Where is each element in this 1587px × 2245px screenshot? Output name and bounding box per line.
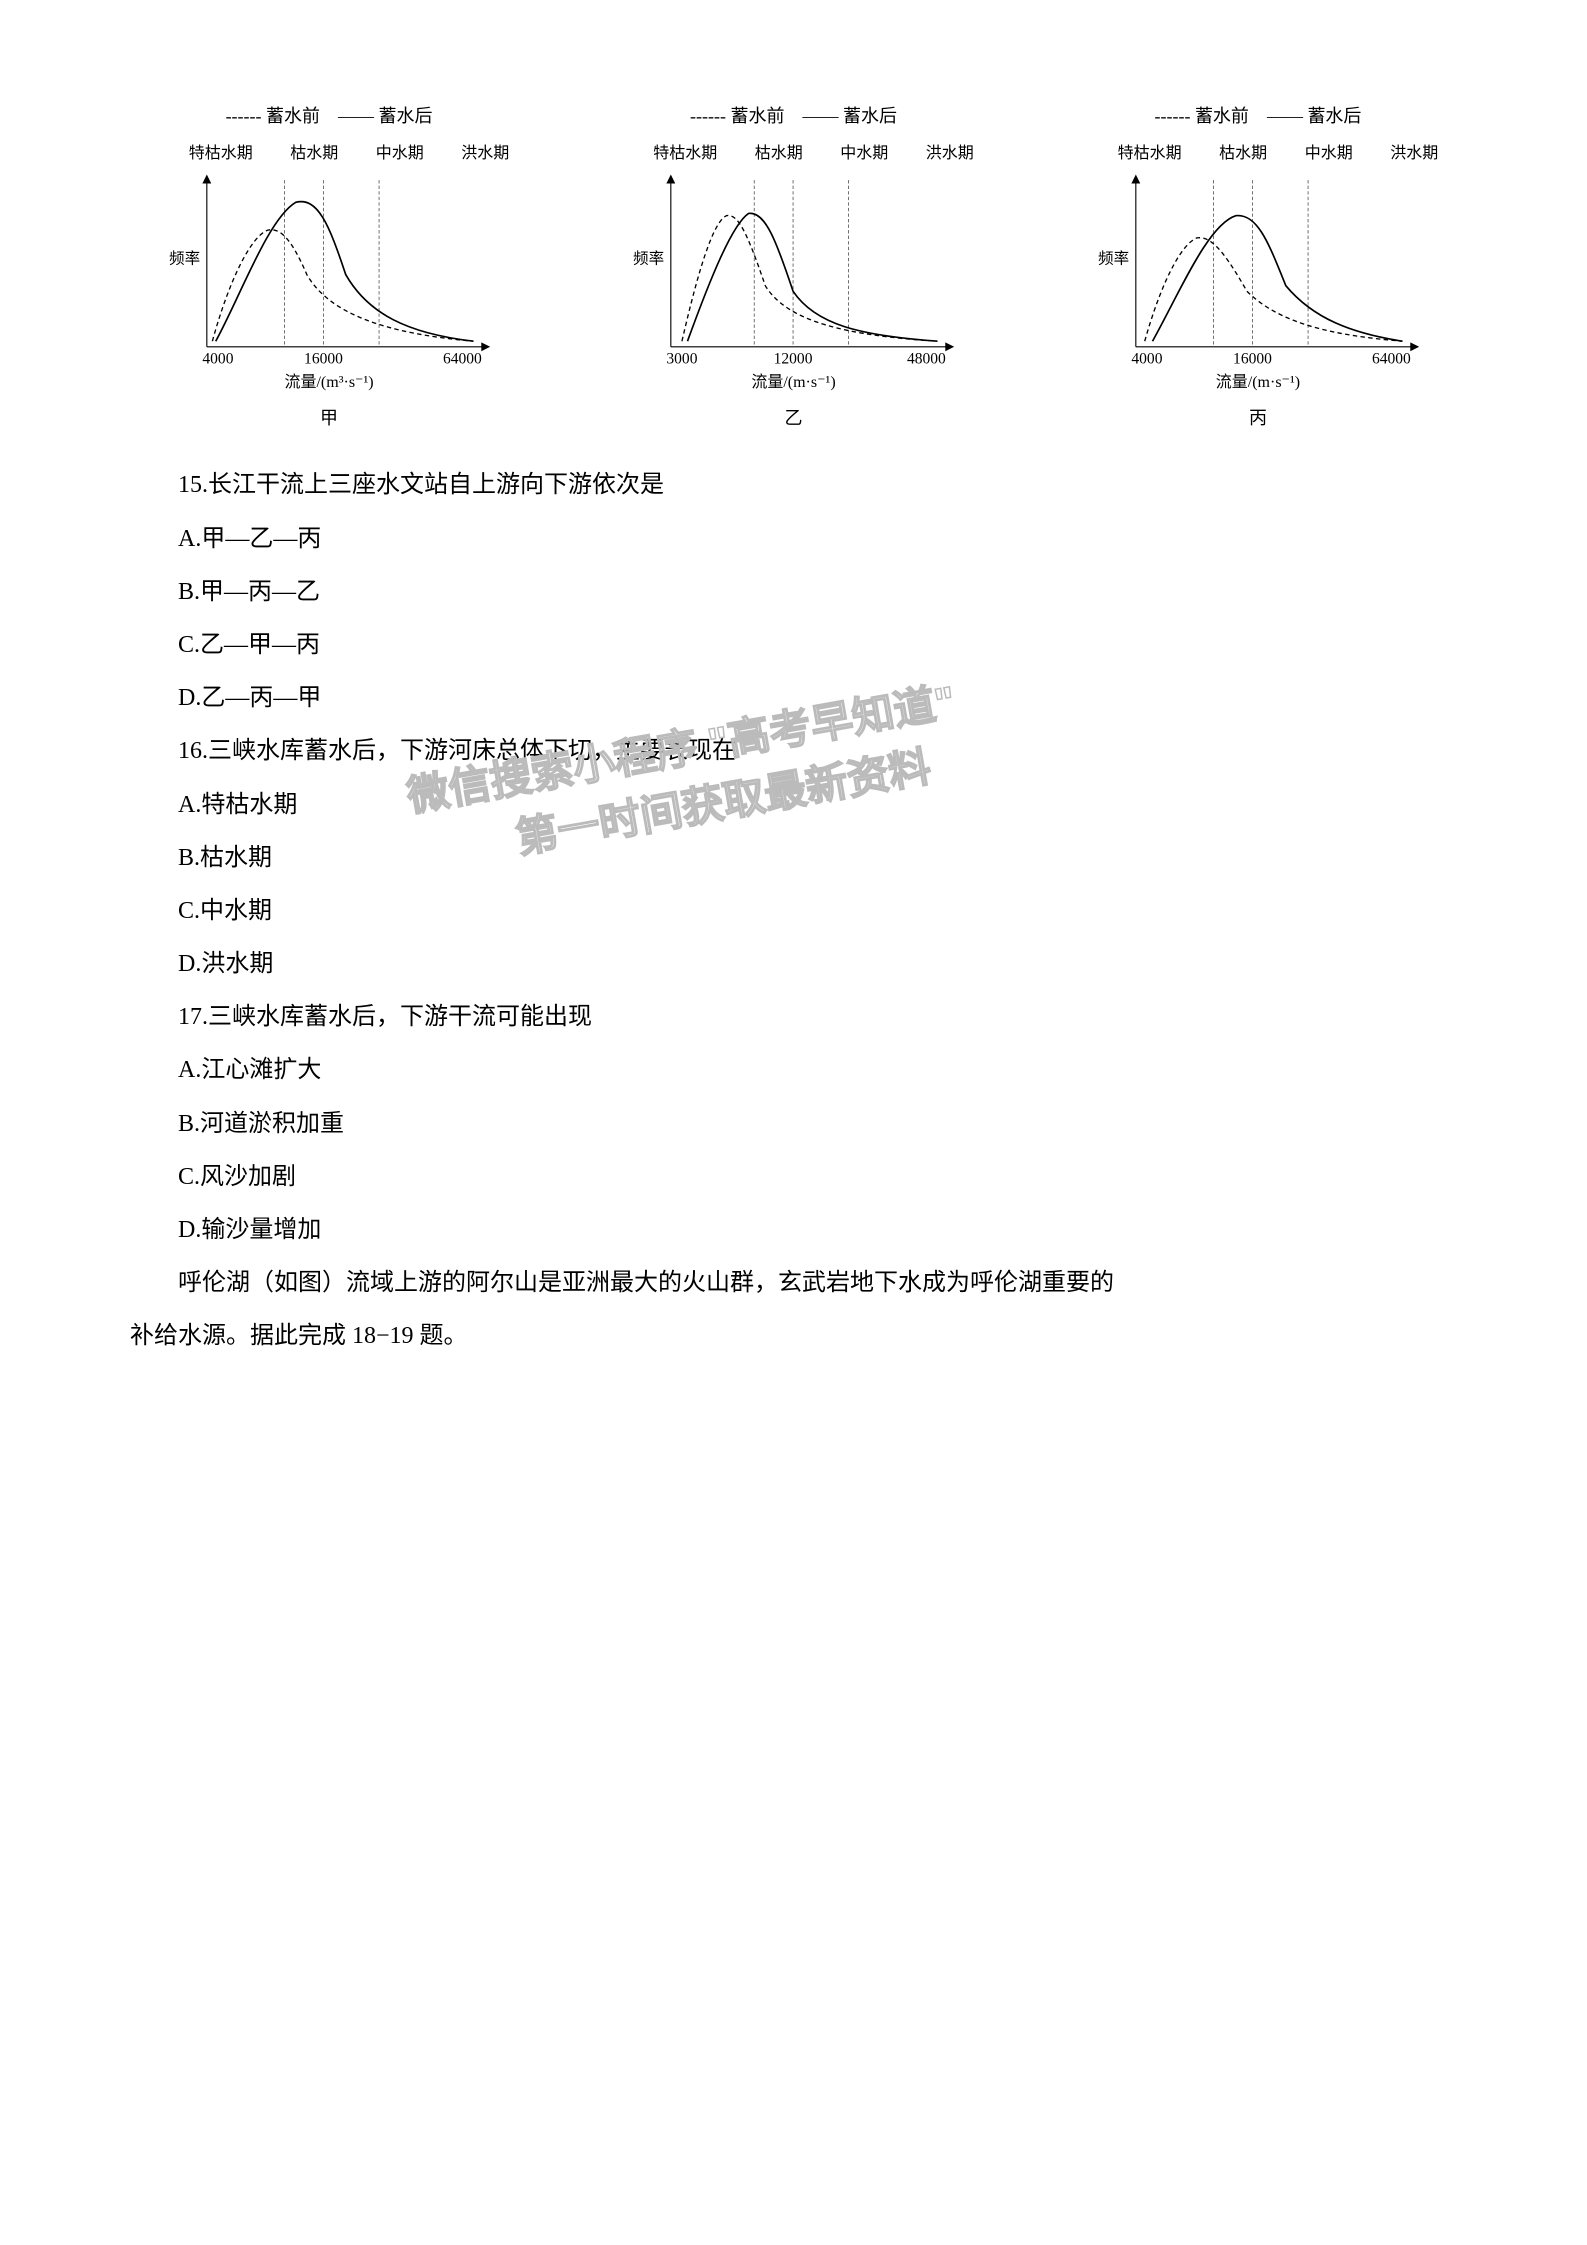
period-label: 中水期 bbox=[840, 140, 888, 169]
chart-name-yi: 乙 bbox=[785, 402, 803, 434]
chart-periods-yi: 特枯水期 枯水期 中水期 洪水期 bbox=[594, 140, 992, 169]
legend-after-text: 蓄水后 bbox=[379, 106, 433, 126]
question-text: 三峡水库蓄水后，下游河床总体下切，主要表现在 bbox=[208, 738, 736, 764]
legend-before-style: ------ bbox=[1154, 106, 1190, 126]
questions-block: 15.长江干流上三座水文站自上游向下游依次是 A.甲—乙—丙 B.甲—丙—乙 C… bbox=[130, 464, 1457, 1358]
question-number: 15. bbox=[178, 472, 208, 498]
period-label: 洪水期 bbox=[1390, 140, 1438, 169]
curve-after bbox=[688, 214, 938, 342]
chart-jia: ------ 蓄水前 —— 蓄水后 特枯水期 枯水期 中水期 洪水期 bbox=[130, 100, 528, 434]
legend-before-text: 蓄水前 bbox=[730, 106, 784, 126]
period-label: 枯水期 bbox=[755, 140, 803, 169]
chart-svg-bing: 频率 4000 16000 64000 bbox=[1059, 169, 1457, 369]
q15-option-c: C.乙—甲—丙 bbox=[130, 624, 1457, 667]
q17-option-b: B.河道淤积加重 bbox=[130, 1103, 1457, 1146]
xtick: 16000 bbox=[304, 351, 343, 368]
chart-periods-bing: 特枯水期 枯水期 中水期 洪水期 bbox=[1059, 140, 1457, 169]
legend-after-style: —— bbox=[338, 106, 374, 126]
period-label: 洪水期 bbox=[461, 140, 509, 169]
curve-before bbox=[212, 230, 473, 341]
legend-before-text: 蓄水前 bbox=[266, 106, 320, 126]
chart-svg-jia: 频率 4000 16000 64000 bbox=[130, 169, 528, 369]
legend-after-text: 蓄水后 bbox=[1307, 106, 1361, 126]
period-label: 特枯水期 bbox=[1118, 140, 1182, 169]
curve-before bbox=[682, 216, 938, 342]
period-label: 枯水期 bbox=[290, 140, 338, 169]
question-text: 长江干流上三座水文站自上游向下游依次是 bbox=[208, 472, 664, 498]
period-label: 特枯水期 bbox=[653, 140, 717, 169]
xtick: 12000 bbox=[774, 351, 813, 368]
charts-row: ------ 蓄水前 —— 蓄水后 特枯水期 枯水期 中水期 洪水期 bbox=[130, 100, 1457, 434]
period-label: 中水期 bbox=[376, 140, 424, 169]
ylabel: 频率 bbox=[169, 250, 200, 268]
chart-legend-yi: ------ 蓄水前 —— 蓄水后 bbox=[690, 100, 897, 132]
xtick: 64000 bbox=[1372, 351, 1411, 368]
period-label: 枯水期 bbox=[1219, 140, 1267, 169]
q16-option-b: B.枯水期 bbox=[130, 837, 1457, 880]
question-number: 17. bbox=[178, 1004, 208, 1030]
q16-option-a: A.特枯水期 bbox=[130, 784, 1457, 827]
legend-before-style: ------ bbox=[690, 106, 726, 126]
period-label: 中水期 bbox=[1305, 140, 1353, 169]
chart-legend-bing: ------ 蓄水前 —— 蓄水后 bbox=[1154, 100, 1361, 132]
chart-svg-yi: 频率 3000 12000 48000 bbox=[594, 169, 992, 369]
question-text: 三峡水库蓄水后，下游干流可能出现 bbox=[208, 1004, 592, 1030]
chart-bing: ------ 蓄水前 —— 蓄水后 特枯水期 枯水期 中水期 洪水期 bbox=[1059, 100, 1457, 434]
question-17-stem: 17.三峡水库蓄水后，下游干流可能出现 bbox=[130, 996, 1457, 1039]
q15-option-b: B.甲—丙—乙 bbox=[130, 571, 1457, 614]
question-number: 16. bbox=[178, 738, 208, 764]
period-label: 特枯水期 bbox=[189, 140, 253, 169]
question-16-stem: 16.三峡水库蓄水后，下游河床总体下切，主要表现在 bbox=[130, 730, 1457, 773]
q17-option-a: A.江心滩扩大 bbox=[130, 1049, 1457, 1092]
xtick: 16000 bbox=[1233, 351, 1272, 368]
q17-option-d: D.输沙量增加 bbox=[130, 1209, 1457, 1252]
chart-periods-jia: 特枯水期 枯水期 中水期 洪水期 bbox=[130, 140, 528, 169]
curve-after bbox=[216, 202, 474, 342]
question-15-stem: 15.长江干流上三座水文站自上游向下游依次是 bbox=[130, 464, 1457, 507]
page-content: ------ 蓄水前 —— 蓄水后 特枯水期 枯水期 中水期 洪水期 bbox=[130, 100, 1457, 1359]
xtick: 4000 bbox=[1131, 351, 1162, 368]
q17-option-c: C.风沙加剧 bbox=[130, 1156, 1457, 1199]
ylabel: 频率 bbox=[1098, 250, 1129, 268]
chart-xlabel-bing: 流量/(m·s⁻¹) bbox=[1216, 369, 1300, 398]
legend-before-text: 蓄水前 bbox=[1195, 106, 1249, 126]
passage-line-2: 补给水源。据此完成 18−19 题。 bbox=[130, 1315, 1457, 1358]
xtick: 4000 bbox=[202, 351, 233, 368]
chart-name-jia: 甲 bbox=[320, 402, 338, 434]
chart-xlabel-yi: 流量/(m·s⁻¹) bbox=[751, 369, 835, 398]
q15-option-d: D.乙—丙—甲 bbox=[130, 677, 1457, 720]
chart-name-bing: 丙 bbox=[1249, 402, 1267, 434]
xtick: 64000 bbox=[443, 351, 482, 368]
xtick: 48000 bbox=[907, 351, 946, 368]
q15-option-a: A.甲—乙—丙 bbox=[130, 518, 1457, 561]
passage-line-1: 呼伦湖（如图）流域上游的阿尔山是亚洲最大的火山群，玄武岩地下水成为呼伦湖重要的 bbox=[130, 1262, 1457, 1305]
legend-after-style: —— bbox=[802, 106, 838, 126]
chart-yi: ------ 蓄水前 —— 蓄水后 特枯水期 枯水期 中水期 洪水期 bbox=[594, 100, 992, 434]
period-label: 洪水期 bbox=[926, 140, 974, 169]
ylabel: 频率 bbox=[634, 250, 665, 268]
chart-legend-jia: ------ 蓄水前 —— 蓄水后 bbox=[226, 100, 433, 132]
legend-before-style: ------ bbox=[226, 106, 262, 126]
curve-after bbox=[1152, 216, 1402, 342]
curve-before bbox=[1145, 238, 1403, 342]
q16-option-d: D.洪水期 bbox=[130, 943, 1457, 986]
q16-option-c: C.中水期 bbox=[130, 890, 1457, 933]
xtick: 3000 bbox=[667, 351, 698, 368]
chart-xlabel-jia: 流量/(m³·s⁻¹) bbox=[284, 369, 373, 398]
legend-after-text: 蓄水后 bbox=[843, 106, 897, 126]
legend-after-style: —— bbox=[1267, 106, 1303, 126]
